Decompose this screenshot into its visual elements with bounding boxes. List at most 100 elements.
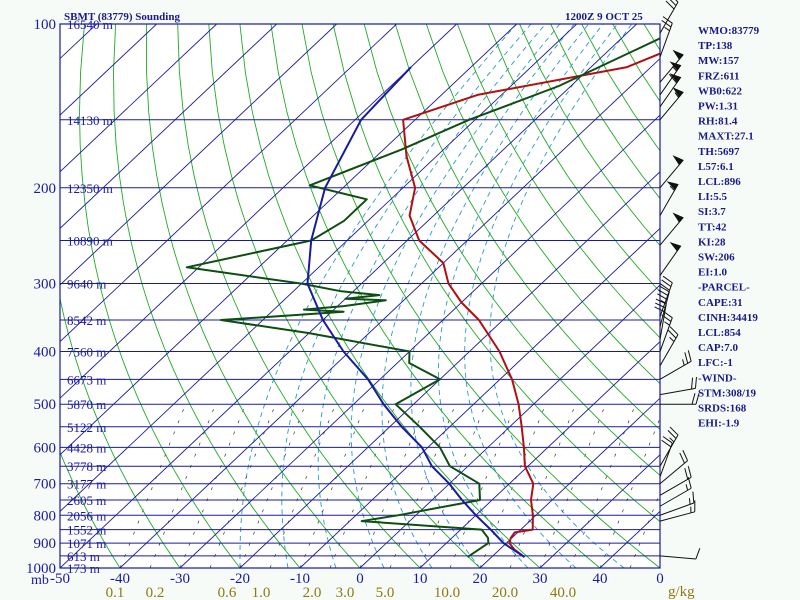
- wind-barb-pennant: [672, 212, 684, 223]
- height-label: 10890 m: [67, 233, 113, 248]
- wind-barb-staff: [659, 476, 692, 496]
- stat-line: STM:308/19: [698, 387, 757, 399]
- wind-barb-staff: [659, 1, 679, 34]
- stat-line: TT:42: [698, 221, 727, 233]
- temperature-tick-label: -50: [50, 571, 70, 587]
- pressure-tick-label: 900: [34, 536, 57, 552]
- stat-line: L57:6.1: [698, 161, 734, 173]
- wind-barb: [659, 491, 695, 516]
- wind-barb-flag: [669, 426, 679, 436]
- wind-barb: [660, 393, 700, 405]
- height-label: 613 m: [67, 549, 100, 564]
- wind-barb: [659, 436, 673, 478]
- isotherm: [60, 24, 457, 399]
- isotherm: [479, 397, 660, 568]
- wind-barb-pennant: [672, 49, 684, 61]
- stats-panel: WMO:83779 TP:138 MW:157 FRZ:611 WB0:622 PW:1.…: [698, 25, 760, 430]
- height-label: 2605 m: [67, 493, 106, 508]
- wind-barb: [659, 181, 679, 216]
- stat-line: WB0:622: [698, 85, 743, 97]
- height-label: 5122 m: [67, 420, 106, 435]
- stat-line: -PARCEL-: [698, 282, 750, 294]
- wind-barb-flag: [661, 19, 672, 28]
- wind-barb-flag: [691, 377, 694, 390]
- stat-line: -WIND-: [698, 372, 737, 384]
- wind-barb-staff: [659, 387, 696, 396]
- temperature-tick-label: 20: [473, 571, 488, 587]
- temperature-tick-label: -30: [170, 571, 190, 587]
- isotherm: [239, 171, 660, 568]
- wind-barb: [659, 477, 692, 507]
- stat-line: MW:157: [698, 55, 739, 67]
- mixing-ratio-label: 40.0: [550, 585, 576, 600]
- sounding-time: 1200Z 9 OCT 25: [565, 11, 643, 23]
- wind-barb: [659, 466, 692, 496]
- pressure-tick-label: 600: [34, 440, 57, 456]
- height-label: 3778 m: [67, 459, 106, 474]
- mixing-ratio-line: [750, 404, 800, 568]
- height-label: 8542 m: [67, 313, 106, 328]
- wind-barb-flag: [669, 0, 677, 6]
- wind-barb-pennant: [672, 87, 684, 98]
- wind-barb-flag: [662, 436, 673, 444]
- mixing-ratio-line: [780, 404, 800, 568]
- wind-barb: [659, 326, 679, 367]
- wind-barb-half-flag: [682, 359, 685, 366]
- wind-barb-staff: [659, 303, 667, 340]
- wind-barb-staff: [659, 555, 696, 560]
- mixing-ratio-label: 5.0: [376, 585, 395, 600]
- wind-barb-flag: [659, 285, 670, 293]
- wind-barb-staff: [659, 334, 679, 367]
- wind-barb-staff: [659, 442, 673, 478]
- height-label: 173 m: [67, 561, 100, 576]
- isotherm: [179, 114, 660, 568]
- wind-barb-pennant: [672, 155, 684, 166]
- mixing-ratio-label: 10.0: [434, 585, 460, 600]
- pressure-tick-label: 500: [34, 397, 57, 413]
- mixing-ratio-label: 2.0: [303, 585, 322, 600]
- wind-barb: [659, 450, 689, 485]
- mixing-ratio-label: 0.6: [218, 585, 237, 600]
- wind-barbs-layer: [654, 0, 701, 560]
- wind-barb: [659, 350, 692, 380]
- isotherm: [299, 227, 660, 568]
- temperature-tick-label: 10: [413, 571, 428, 587]
- wind-barb-half-flag: [672, 66, 678, 72]
- stat-line: CINH:34419: [698, 312, 758, 324]
- height-label: 3177 m: [67, 477, 106, 492]
- wind-barb-flag: [684, 468, 689, 480]
- height-label: 16540 m: [67, 17, 113, 32]
- stat-line: EI:1.0: [698, 267, 728, 279]
- stat-line: SI:3.7: [698, 206, 726, 218]
- wind-barb: [659, 376, 697, 396]
- height-label: 1071 m: [67, 536, 106, 551]
- temperature-tick-label: -40: [110, 571, 130, 587]
- stat-line: RH:81.4: [698, 116, 738, 128]
- stat-line: EHI:-1.9: [698, 418, 740, 430]
- stat-line: TH:5697: [698, 146, 740, 158]
- wind-barb-pennant: [669, 241, 682, 252]
- pressure-tick-label: 100: [34, 17, 57, 33]
- height-label: 4428 m: [67, 440, 106, 455]
- wind-barb: [659, 0, 679, 34]
- wind-barb-staff: [659, 502, 694, 516]
- wind-barb-half-flag: [669, 437, 675, 443]
- wind-barb-flag: [668, 74, 678, 84]
- wind-barb-flag: [662, 16, 673, 24]
- wind-barb-half-flag: [664, 321, 670, 326]
- temperature-tick-label: -20: [230, 571, 250, 587]
- wind-barb-flag: [667, 430, 677, 439]
- temperature-tick-label: 40: [593, 571, 608, 587]
- wind-barb-staff: [659, 511, 695, 522]
- pressure-tick-label: 200: [34, 181, 57, 197]
- height-label: 6673 m: [67, 372, 106, 387]
- temperature-tick-label: -10: [290, 571, 310, 587]
- wind-barb-flag: [659, 283, 670, 291]
- stat-line: CAPE:31: [698, 297, 743, 309]
- wind-barb-flag: [665, 0, 675, 10]
- isotherm: [359, 284, 660, 568]
- wind-barb-flag: [675, 0, 679, 3]
- dry-adiabat: [737, 24, 800, 568]
- isotherm: [60, 24, 337, 286]
